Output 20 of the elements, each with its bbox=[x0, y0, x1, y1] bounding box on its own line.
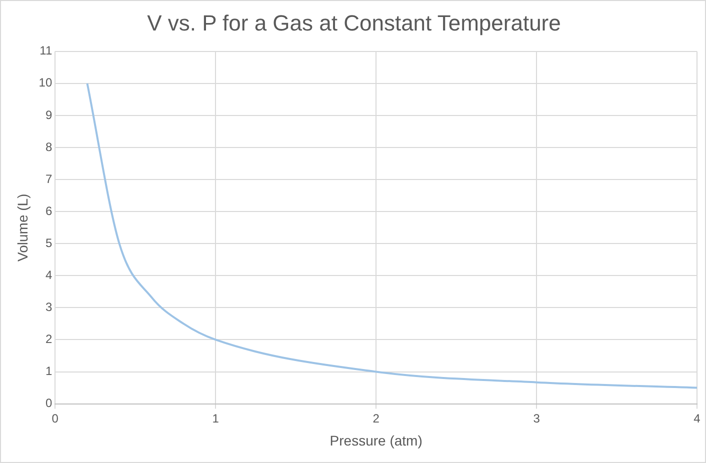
y-tick-label: 9 bbox=[45, 108, 52, 122]
y-tick-label: 0 bbox=[45, 396, 52, 410]
x-tick-label: 3 bbox=[533, 411, 540, 426]
y-tick-label: 10 bbox=[38, 76, 52, 90]
y-tick-label: 4 bbox=[45, 268, 52, 282]
y-axis-title: Volume (L) bbox=[14, 194, 30, 262]
line-series bbox=[86, 82, 697, 389]
y-tick-label: 7 bbox=[45, 172, 52, 186]
y-tick-label: 6 bbox=[45, 204, 52, 218]
y-tick-label: 5 bbox=[45, 236, 52, 250]
chart-title: V vs. P for a Gas at Constant Temperature bbox=[147, 10, 561, 36]
x-tick-label: 2 bbox=[372, 411, 380, 426]
y-tick-label: 2 bbox=[45, 332, 52, 346]
x-tick-label: 4 bbox=[694, 411, 701, 426]
y-tick-label: 11 bbox=[40, 44, 52, 58]
x-tick-label: 1 bbox=[212, 411, 220, 426]
y-tick-label: 1 bbox=[45, 364, 52, 378]
x-axis-title: Pressure (atm) bbox=[330, 432, 422, 448]
y-tick-label: 8 bbox=[45, 140, 52, 154]
y-tick-label: 3 bbox=[45, 300, 52, 314]
